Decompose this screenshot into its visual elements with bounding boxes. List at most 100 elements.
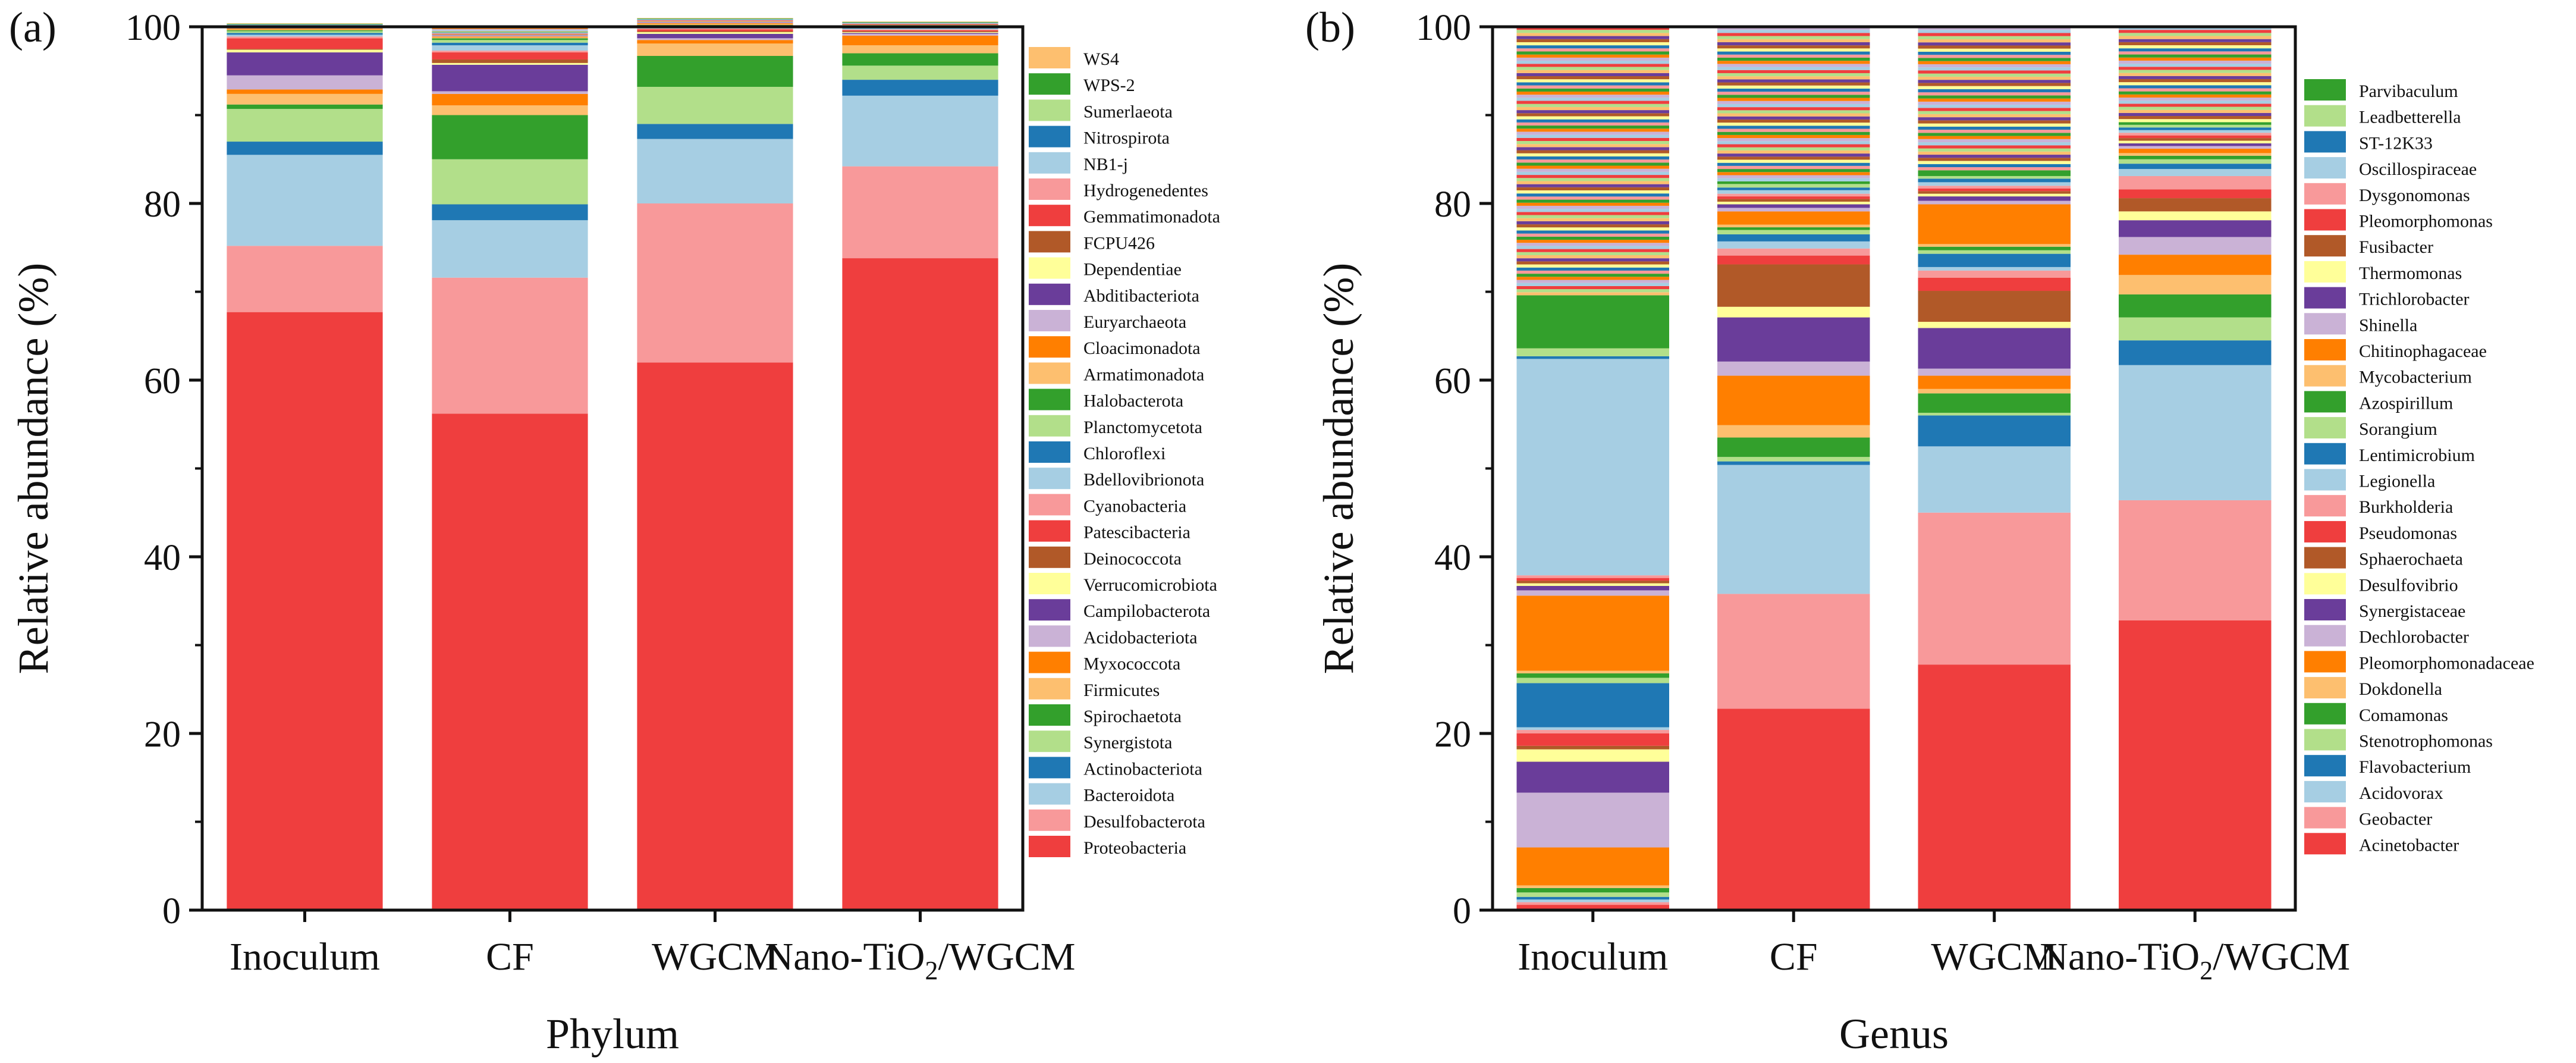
legend-label: Azospirillum <box>2359 393 2453 413</box>
bar-segment-minor <box>1717 95 1870 98</box>
bar-segment-minor <box>1516 277 1669 280</box>
bar-segment-minor <box>1717 153 1870 157</box>
bar-segment-minor <box>1516 33 1669 36</box>
bar-segment-minor <box>1516 88 1669 92</box>
legend-swatch <box>1029 283 1070 305</box>
bar-segment <box>2119 500 2272 620</box>
bar-segment-minor <box>1717 36 1870 39</box>
bar-segment <box>227 75 383 90</box>
bar-segment <box>1918 664 2071 910</box>
bar-segment <box>1516 683 1669 728</box>
bar-segment-minor <box>1918 39 2071 43</box>
legend-label: Trichlorobacter <box>2359 290 2470 309</box>
bar-segment-minor <box>1516 119 1669 123</box>
bar-segment-minor <box>2119 64 2272 67</box>
bar-segment-minor <box>2119 48 2272 52</box>
legend-swatch <box>1029 99 1070 121</box>
bar-segment <box>1516 733 1669 746</box>
legend-label: Bacteroidota <box>1083 786 1174 805</box>
bar-segment <box>1717 465 1870 594</box>
bar-segment <box>1918 173 2071 176</box>
legend-swatch <box>1029 126 1070 148</box>
y-axis-title: Relative abundance (%) <box>1315 263 1362 675</box>
legend-label: Euryarchaeota <box>1083 312 1186 332</box>
bar-segment <box>842 31 998 32</box>
bar-segment-minor <box>2119 82 2272 86</box>
bar-segment-minor <box>1516 159 1669 163</box>
bar-segment-minor <box>1516 227 1669 231</box>
bar-segment <box>1918 321 2071 328</box>
bar-segment-minor <box>2119 70 2272 73</box>
bar-segment <box>1717 708 1870 910</box>
legend-label: Halobacterota <box>1083 391 1183 411</box>
bar-segment <box>1918 204 2071 244</box>
x-tick-label: Nano-TiO2/WGCM <box>765 935 1076 985</box>
bar-segment <box>1918 277 2071 291</box>
legend-label: Cloacimonadota <box>1083 338 1201 358</box>
bar-segment-minor <box>1717 57 1870 61</box>
bar-segment-minor <box>1516 184 1669 187</box>
legend-label: Gemmatimonadota <box>1083 207 1220 227</box>
bar-segment <box>227 30 383 32</box>
bar-segment <box>432 35 588 36</box>
bar-segment <box>842 21 998 23</box>
bar-segment-minor <box>1717 98 1870 101</box>
bar-segment <box>432 31 588 32</box>
bar-segment <box>842 29 998 30</box>
bar-segment <box>1918 196 2071 201</box>
bar-segment-minor <box>1717 67 1870 70</box>
bar-segment-minor <box>1717 104 1870 108</box>
bar-segment-minor <box>1516 202 1669 206</box>
legend-swatch <box>2304 755 2346 777</box>
bar-segment-minor <box>1516 27 1669 30</box>
bar-segment <box>1516 348 1669 356</box>
bar-segment-minor <box>1516 218 1669 221</box>
bar-segment <box>2119 340 2272 365</box>
bar-segment <box>842 95 998 167</box>
bar-segment-minor <box>2119 73 2272 76</box>
bar-segment <box>842 21 998 22</box>
bar-segment-minor <box>1717 54 1870 58</box>
bar-segment-minor <box>1516 39 1669 42</box>
bar-segment-minor <box>432 29 588 30</box>
bar-segment-minor <box>1516 54 1669 58</box>
bar-segment-minor <box>1717 33 1870 36</box>
bar-segment <box>637 362 793 910</box>
legend-swatch <box>2304 79 2346 101</box>
bar-segment <box>637 20 793 21</box>
bar-segment-minor <box>1516 236 1669 240</box>
bar-segment-minor <box>1717 169 1870 173</box>
bar-segment <box>1717 248 1870 256</box>
bar-segment-minor <box>1516 224 1669 228</box>
bar-segment-minor <box>1516 274 1669 277</box>
bar-segment <box>637 40 793 44</box>
bar-segment-minor <box>1516 110 1669 114</box>
bar-segment <box>2119 153 2272 156</box>
bar-segment-minor <box>1516 240 1669 243</box>
bar-segment <box>1516 575 1669 578</box>
bar-segment <box>1717 190 1870 194</box>
bar-segment <box>1717 208 1870 212</box>
bar-segment <box>2119 175 2272 190</box>
legend-swatch <box>2304 703 2346 725</box>
legend-label: Synergistota <box>1083 733 1172 752</box>
bar-segment <box>1717 224 1870 228</box>
bar-segment <box>2119 255 2272 275</box>
bar-segment-minor <box>1717 85 1870 89</box>
legend-label: Leadbetterella <box>2359 108 2461 127</box>
legend: Parvibaculum Leadbetterella ST-12K33 Oscill… <box>2304 79 2534 855</box>
legend-swatch <box>1029 809 1070 831</box>
bar-segment <box>1516 581 1669 584</box>
bar-segment-minor <box>1516 289 1669 293</box>
bar-segment <box>1516 595 1669 671</box>
bar-segment-minor <box>1918 161 2071 164</box>
bar-segment <box>1717 193 1870 197</box>
bar-segment-minor <box>1516 249 1669 252</box>
bar-segment-minor <box>1516 30 1669 33</box>
legend-swatch <box>1029 678 1070 700</box>
panel-label: (a) <box>9 4 56 51</box>
bar-segment-minor <box>1717 156 1870 160</box>
legend-label: Sumerlaeota <box>1083 102 1173 121</box>
bar-segment <box>2119 164 2272 170</box>
bar-segment-minor <box>1918 33 2071 36</box>
